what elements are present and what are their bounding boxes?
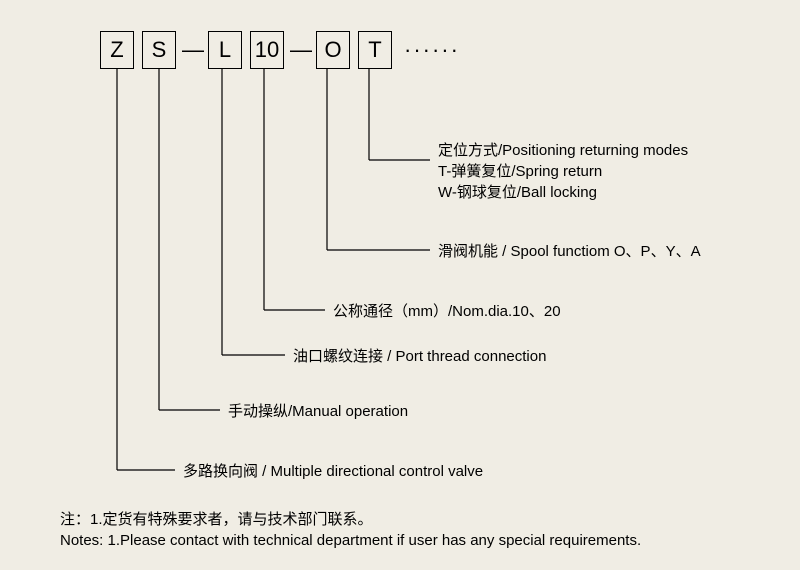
code-box: 10 (250, 31, 284, 69)
explanation-line: 多路换向阀 / Multiple directional control val… (183, 461, 483, 482)
code-box: Z (100, 31, 134, 69)
code-box: T (358, 31, 392, 69)
separator-dash: — (290, 37, 312, 63)
footnote-en: Notes: 1.Please contact with technical d… (60, 530, 641, 552)
explanation-line: 手动操纵/Manual operation (228, 401, 408, 422)
connector-lines (0, 0, 800, 570)
explanation-line: T-弹簧复位/Spring return (438, 161, 688, 182)
model-code-row: ZS—L10—OT······ (100, 30, 460, 70)
explanation-label: 公称通径（mm）/Nom.dia.10、20 (333, 301, 561, 322)
explanation-label: 定位方式/Positioning returning modesT-弹簧复位/S… (438, 140, 688, 203)
explanation-label: 手动操纵/Manual operation (228, 401, 408, 422)
explanation-line: 滑阀机能 / Spool functiom O、P、Y、A (438, 241, 701, 262)
code-box: O (316, 31, 350, 69)
code-box: L (208, 31, 242, 69)
explanation-label: 滑阀机能 / Spool functiom O、P、Y、A (438, 241, 701, 262)
explanation-label: 油口螺纹连接 / Port thread connection (293, 346, 546, 367)
footnote: 注：1.定货有特殊要求者，请与技术部门联系。 Notes: 1.Please c… (60, 509, 641, 553)
separator-dash: — (182, 37, 204, 63)
trailing-dots: ······ (404, 37, 460, 63)
explanation-line: W-钢球复位/Ball locking (438, 182, 688, 203)
footnote-zh: 注：1.定货有特殊要求者，请与技术部门联系。 (60, 509, 641, 531)
explanation-label: 多路换向阀 / Multiple directional control val… (183, 461, 483, 482)
explanation-line: 定位方式/Positioning returning modes (438, 140, 688, 161)
explanation-line: 油口螺纹连接 / Port thread connection (293, 346, 546, 367)
explanation-line: 公称通径（mm）/Nom.dia.10、20 (333, 301, 561, 322)
code-box: S (142, 31, 176, 69)
